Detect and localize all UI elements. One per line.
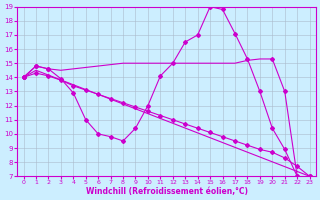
X-axis label: Windchill (Refroidissement éolien,°C): Windchill (Refroidissement éolien,°C) (85, 187, 248, 196)
